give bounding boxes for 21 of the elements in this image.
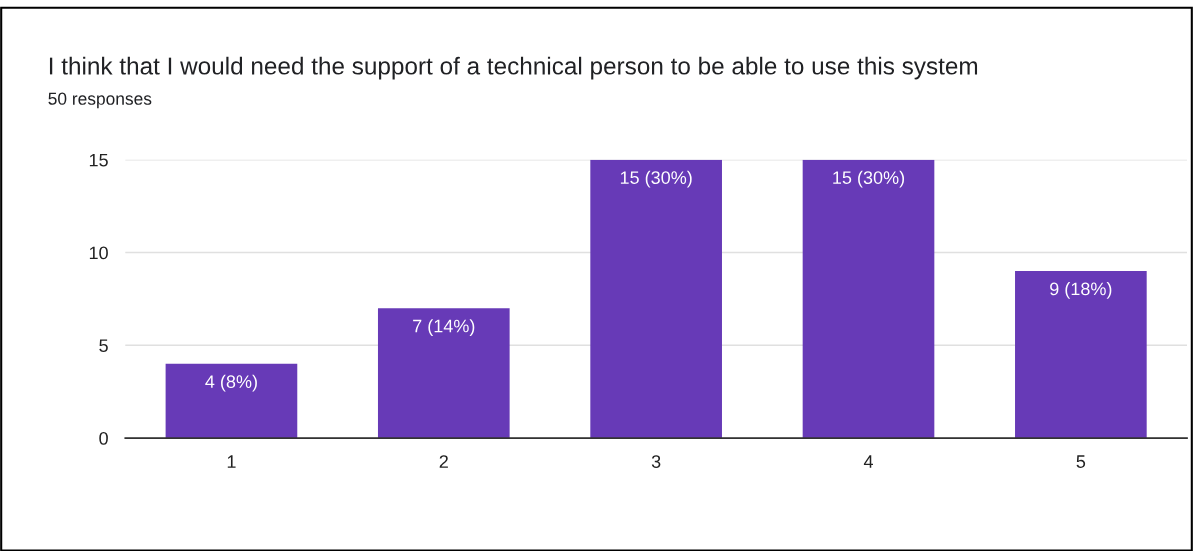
y-tick-label: 15 [89, 153, 108, 167]
y-tick-label: 5 [99, 339, 108, 353]
bar [377, 308, 510, 439]
data-label: 15 (30%) [833, 170, 905, 188]
chart-title: I think that I would need the support of a technical person to be able to use this system [49, 56, 978, 80]
x-tick-label: 5 [1076, 455, 1086, 468]
data-label: 15 (30%) [620, 170, 692, 188]
y-tick-label: 0 [99, 431, 108, 445]
data-label: 7 (14%) [413, 319, 475, 336]
data-label: 9 (18%) [1050, 282, 1112, 299]
y-tick-label: 10 [89, 246, 108, 260]
bar [1015, 271, 1147, 439]
x-tick-label: 4 [863, 455, 873, 468]
x-tick-label: 3 [651, 455, 661, 468]
bar [590, 159, 722, 439]
bar [802, 159, 935, 439]
data-label: 4 (8%) [205, 374, 257, 392]
chart-subtitle: 50 responses [48, 92, 152, 109]
x-tick-label: 2 [439, 455, 448, 468]
bar [165, 363, 298, 439]
x-tick-label: 1 [227, 455, 236, 468]
